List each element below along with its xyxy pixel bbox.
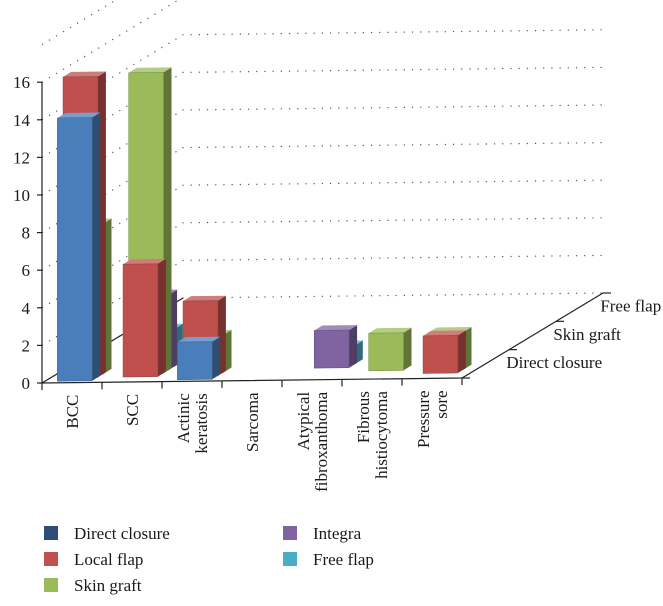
y-tick-label: 0 [22, 374, 31, 393]
x-tick-label-atypical-fibroxanthoma: Atypicalfibroxanthoma [294, 391, 331, 492]
depth-axis-labels: Direct closure Skin graft Free flap [506, 296, 661, 372]
x-tick-label-scc: SCC [123, 394, 142, 426]
bar-integra-atypical-fibroxanthoma [313, 325, 358, 369]
x-tick-label-line: Sarcoma [243, 392, 262, 452]
bar-top-face [123, 258, 166, 265]
legend-item-skin-graft: Skin graft [44, 576, 142, 595]
legend-label: Free flap [313, 550, 374, 569]
x-tick-label-actinic-keratosis: Actinickeratosis [174, 393, 211, 454]
x-tick-label-bcc: BCC [63, 395, 82, 429]
y-tick-label: 12 [13, 148, 30, 167]
bar-front-face [422, 335, 459, 374]
x-tick-label-line: keratosis [192, 393, 211, 453]
gridline [41, 179, 604, 271]
legend-label: Integra [313, 524, 362, 543]
bar-top-face [183, 295, 226, 302]
legend-label: Direct closure [74, 524, 170, 543]
bar-side-face [349, 325, 358, 368]
legend-label: Local flap [74, 550, 143, 569]
bar-local-flap-scc [122, 258, 166, 378]
depth-label-skin-graft: Skin graft [553, 325, 621, 344]
bar-front-face [368, 332, 404, 372]
x-tick-label-sarcoma: Sarcoma [243, 392, 262, 452]
bar-top-face [177, 336, 221, 343]
bar-side-face [92, 112, 101, 381]
legend-swatch [44, 578, 58, 592]
legend-item-free-flap: Free flap [283, 550, 374, 569]
y-tick-label: 8 [22, 224, 31, 243]
gridline [41, 254, 604, 346]
y-tick-label: 16 [13, 73, 30, 92]
x-tick-label-line: Fibrous [354, 391, 373, 443]
y-tick-label: 2 [22, 336, 31, 355]
gridline [41, 0, 118, 46]
x-tick-labels: BCC SCC Actinickeratosis Sarcoma Atypicalfib… [63, 390, 451, 491]
bar-direct-closure-bcc [57, 112, 101, 382]
y-tick-label: 10 [13, 186, 30, 205]
depth-label-free-flap: Free flap [600, 296, 661, 315]
bar-top-face [314, 325, 358, 331]
bar-side-face [212, 336, 221, 380]
bar-front-face [122, 263, 159, 378]
legend-swatch [44, 552, 58, 566]
x-tick-label-line: fibroxanthoma [312, 391, 331, 492]
bar-side-face [403, 327, 412, 371]
legend-item-local-flap: Local flap [44, 550, 143, 569]
gridline [41, 0, 180, 83]
bar-local-flap-pressure-sore [422, 330, 466, 374]
bar-top-face [423, 330, 466, 336]
gridline [41, 104, 604, 196]
legend-swatch [283, 552, 297, 566]
legend-item-integra: Integra [283, 524, 362, 543]
gridline [41, 29, 604, 121]
x-tick-label-pressure-sore: Pressuresore [414, 390, 451, 448]
gridline [41, 142, 604, 234]
bar-top-face [57, 112, 101, 118]
y-tick-labels: 0 2 4 6 8 10 12 14 16 [13, 73, 31, 393]
bar-front-face [313, 329, 350, 369]
x-tick-label-line: Actinic [174, 393, 193, 443]
bar-top-face [128, 67, 172, 73]
x-tick-label-line: BCC [63, 395, 82, 429]
bar-skin-graft-fibrous-histiocytoma [368, 327, 412, 372]
y-tick-label: 4 [22, 299, 31, 318]
bar-top-face [368, 327, 412, 334]
legend-label: Skin graft [74, 576, 142, 595]
bar-top-face [63, 71, 106, 77]
legend-item-direct-closure: Direct closure [44, 524, 170, 543]
gridline [41, 217, 604, 309]
x-tick-label-line: Atypical [294, 392, 313, 451]
axes [37, 81, 611, 390]
x-tick-label-line: histiocytoma [372, 391, 391, 479]
legend-swatch [283, 526, 297, 540]
y-tick-label: 6 [22, 261, 31, 280]
bar-direct-closure-actinic-keratosis [177, 336, 221, 381]
legend: Direct closure Local flap Skin graft Integr… [44, 524, 374, 595]
x-tick-label-line: SCC [123, 394, 142, 426]
bars [57, 67, 472, 382]
legend-swatch [44, 526, 58, 540]
depth-label-direct-closure: Direct closure [506, 353, 602, 372]
floor-edge [39, 292, 604, 384]
x-tick-label-line: sore [432, 390, 451, 418]
bar-front-face [177, 341, 213, 381]
gridline [41, 66, 604, 158]
bar-side-face [157, 258, 166, 377]
x-tick-label-fibrous-histiocytoma: Fibroushistiocytoma [354, 391, 391, 479]
bar-side-face [457, 330, 466, 373]
bar-front-face [57, 117, 93, 382]
x-tick-label-line: Pressure [414, 390, 433, 448]
y-tick-label: 14 [13, 111, 31, 130]
